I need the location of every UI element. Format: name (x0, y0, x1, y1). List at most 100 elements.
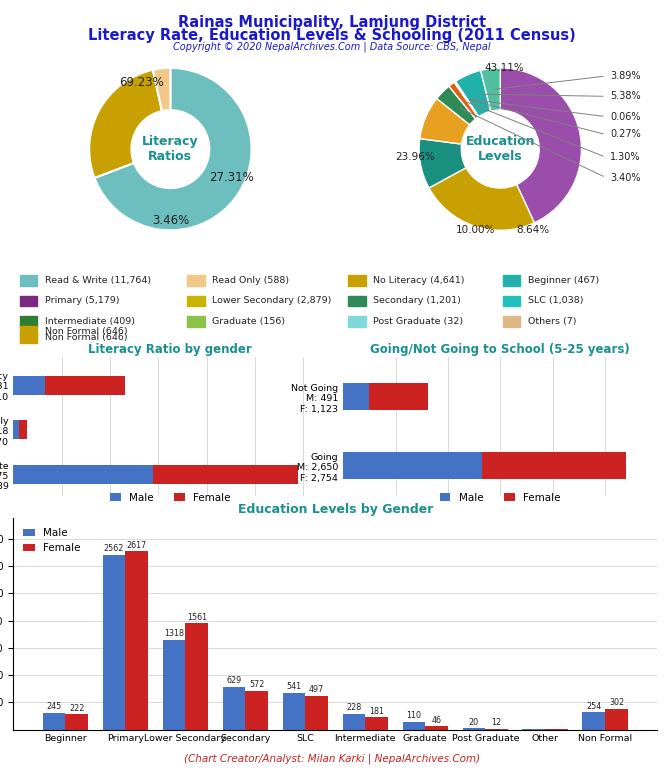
Text: Copyright © 2020 NepalArchives.Com | Data Source: CBS, Nepal: Copyright © 2020 NepalArchives.Com | Dat… (173, 41, 491, 52)
Title: Education Levels by Gender: Education Levels by Gender (238, 503, 433, 516)
Text: 23.96%: 23.96% (395, 152, 435, 162)
Bar (19, 420, 27, 439)
Text: 3.40%: 3.40% (610, 173, 640, 183)
Text: 27.31%: 27.31% (209, 171, 254, 184)
Text: (Chart Creator/Analyst: Milan Karki | NepalArchives.Com): (Chart Creator/Analyst: Milan Karki | Ne… (184, 753, 480, 764)
Wedge shape (481, 68, 500, 111)
Title: Literacy Ratio by gender: Literacy Ratio by gender (88, 343, 252, 356)
Text: Read Only (588): Read Only (588) (212, 276, 290, 286)
Text: 12: 12 (491, 718, 502, 727)
Text: Literacy Rate, Education Levels & Schooling (2011 Census): Literacy Rate, Education Levels & School… (88, 28, 576, 44)
Text: 0.06%: 0.06% (610, 111, 640, 121)
Text: 8.64%: 8.64% (516, 225, 549, 235)
Text: 222: 222 (69, 703, 84, 713)
Text: Others (7): Others (7) (528, 316, 576, 326)
Bar (305, 696, 328, 730)
Text: Secondary (1,201): Secondary (1,201) (373, 296, 461, 306)
Text: 1561: 1561 (187, 613, 207, 621)
Text: Non Formal (646): Non Formal (646) (45, 327, 127, 336)
Wedge shape (437, 86, 475, 125)
Text: 0.27%: 0.27% (610, 130, 641, 140)
Bar (20, 296, 37, 306)
Text: Post Graduate (32): Post Graduate (32) (373, 316, 463, 326)
Legend: Male, Female: Male, Female (436, 488, 564, 507)
Wedge shape (89, 70, 162, 178)
Wedge shape (454, 81, 479, 117)
Text: Intermediate (409): Intermediate (409) (45, 316, 135, 326)
Bar (163, 640, 185, 730)
Bar (482, 452, 626, 479)
Text: 629: 629 (226, 676, 242, 685)
Bar (20, 332, 37, 343)
Bar (187, 316, 205, 326)
Wedge shape (500, 68, 582, 223)
Wedge shape (456, 81, 479, 117)
Bar (426, 727, 448, 730)
Wedge shape (456, 71, 491, 117)
Bar (102, 555, 125, 730)
Bar (65, 714, 88, 730)
Bar (343, 452, 482, 479)
Bar (153, 465, 297, 485)
Wedge shape (449, 82, 478, 119)
Text: SLC (1,038): SLC (1,038) (528, 296, 584, 306)
Wedge shape (153, 68, 171, 111)
Text: 2562: 2562 (104, 545, 124, 554)
Wedge shape (429, 167, 535, 230)
Text: 10.00%: 10.00% (456, 225, 495, 235)
Legend: Male, Female: Male, Female (106, 488, 235, 507)
Text: 181: 181 (369, 707, 384, 716)
Text: 1.30%: 1.30% (610, 152, 640, 162)
Wedge shape (419, 138, 466, 188)
Bar (503, 276, 520, 286)
Text: Read & Write (11,764): Read & Write (11,764) (45, 276, 151, 286)
Bar (187, 276, 205, 286)
Text: 254: 254 (586, 702, 602, 710)
Bar (485, 729, 508, 730)
Bar (20, 326, 37, 337)
Bar (369, 383, 428, 410)
Wedge shape (420, 98, 469, 144)
Text: 5.38%: 5.38% (610, 91, 641, 101)
Text: Primary (5,179): Primary (5,179) (45, 296, 120, 306)
Bar (606, 709, 628, 730)
Bar (348, 276, 366, 286)
Text: Lower Secondary (2,879): Lower Secondary (2,879) (212, 296, 332, 306)
Bar (282, 693, 305, 730)
Text: 497: 497 (309, 685, 324, 694)
Bar (245, 690, 268, 730)
Bar (222, 687, 245, 730)
Text: 1318: 1318 (164, 629, 184, 638)
Text: Beginner (467): Beginner (467) (528, 276, 599, 286)
Text: 43.11%: 43.11% (485, 63, 524, 73)
Text: 572: 572 (249, 680, 264, 689)
Text: Graduate (156): Graduate (156) (212, 316, 286, 326)
Text: 302: 302 (609, 698, 624, 707)
Text: 3.89%: 3.89% (610, 71, 640, 81)
Text: 46: 46 (432, 716, 442, 725)
Text: 2617: 2617 (127, 541, 147, 550)
Bar (503, 316, 520, 326)
Legend: Male, Female: Male, Female (19, 524, 85, 558)
Bar (187, 296, 205, 306)
Bar (402, 722, 426, 730)
Text: 541: 541 (286, 682, 301, 691)
Text: 3.46%: 3.46% (152, 214, 189, 227)
Text: 228: 228 (347, 703, 361, 713)
Bar (463, 728, 485, 730)
Bar (348, 316, 366, 326)
Text: Rainas Municipality, Lamjung District: Rainas Municipality, Lamjung District (178, 15, 486, 31)
Title: Going/Not Going to School (5-25 years): Going/Not Going to School (5-25 years) (371, 343, 630, 356)
Text: Literacy
Ratios: Literacy Ratios (142, 135, 199, 163)
Bar (125, 551, 148, 730)
Text: No Literacy (4,641): No Literacy (4,641) (373, 276, 465, 286)
Bar (13, 420, 19, 439)
Bar (20, 316, 37, 326)
Text: Education
Levels: Education Levels (465, 135, 535, 163)
Text: 69.23%: 69.23% (120, 76, 164, 89)
Bar (20, 276, 37, 286)
Bar (343, 714, 365, 730)
Bar (13, 376, 45, 395)
Text: 20: 20 (469, 717, 479, 727)
Bar (582, 712, 606, 730)
